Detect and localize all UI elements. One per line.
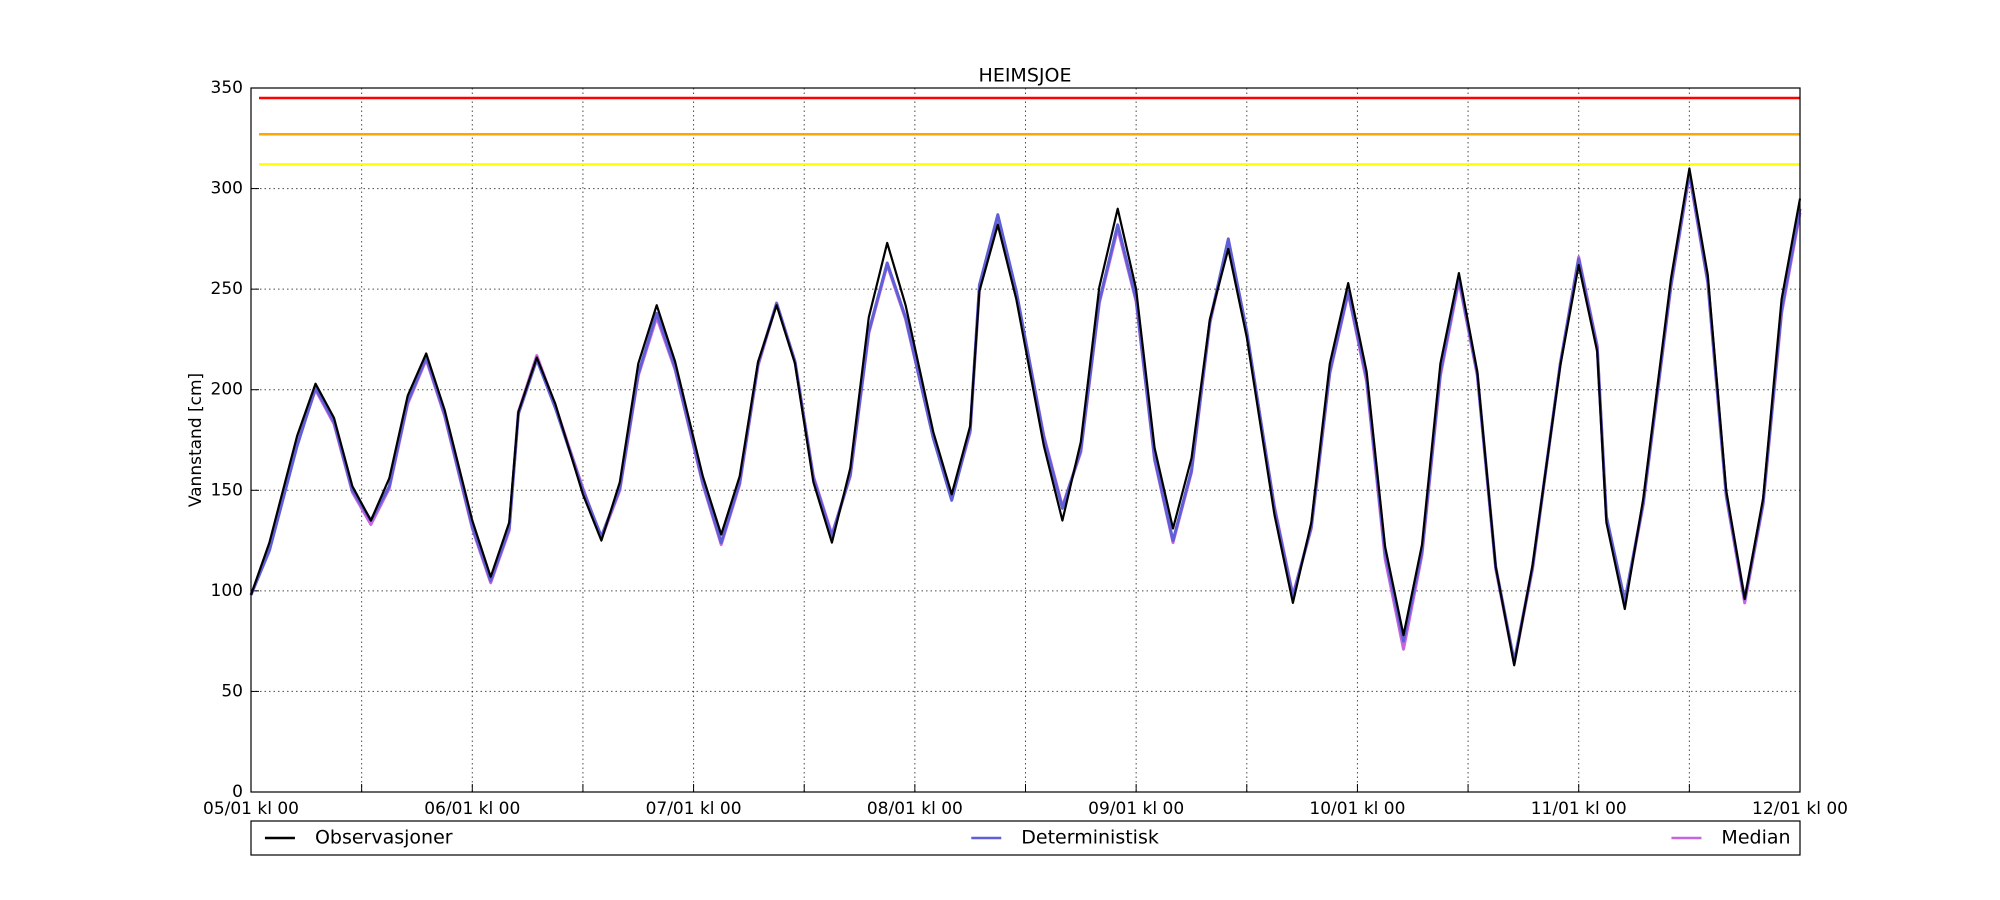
x-tick-label: 12/01 kl 00: [1752, 799, 1848, 819]
y-tick-label: 200: [211, 380, 243, 400]
y-tick-label: 300: [211, 179, 243, 199]
x-tick-label: 11/01 kl 00: [1531, 799, 1627, 819]
plot-frame: [250, 87, 1801, 793]
y-tick-label: 100: [211, 581, 243, 601]
y-tick-label: 250: [211, 279, 243, 299]
legend-label: Deterministisk: [1021, 827, 1159, 849]
legend-label: Observasjoner: [315, 827, 453, 849]
y-tick-label: 0: [232, 782, 243, 802]
x-tick-label: 07/01 kl 00: [646, 799, 742, 819]
y-tick-label: 50: [221, 681, 243, 701]
legend-box: [250, 820, 1801, 856]
x-tick-label: 05/01 kl 00: [203, 799, 299, 819]
chart-title: HEIMSJOE: [979, 65, 1072, 87]
x-tick-label: 08/01 kl 00: [867, 799, 963, 819]
x-tick-label: 06/01 kl 00: [424, 799, 520, 819]
y-tick-label: 150: [211, 480, 243, 500]
y-tick-label: 350: [211, 78, 243, 98]
y-axis-label: Vannstand [cm]: [186, 373, 206, 507]
legend-label: Median: [1721, 827, 1790, 849]
series-line: [249, 167, 1802, 667]
x-tick-label: 09/01 kl 00: [1088, 799, 1184, 819]
x-tick-label: 10/01 kl 00: [1309, 799, 1405, 819]
